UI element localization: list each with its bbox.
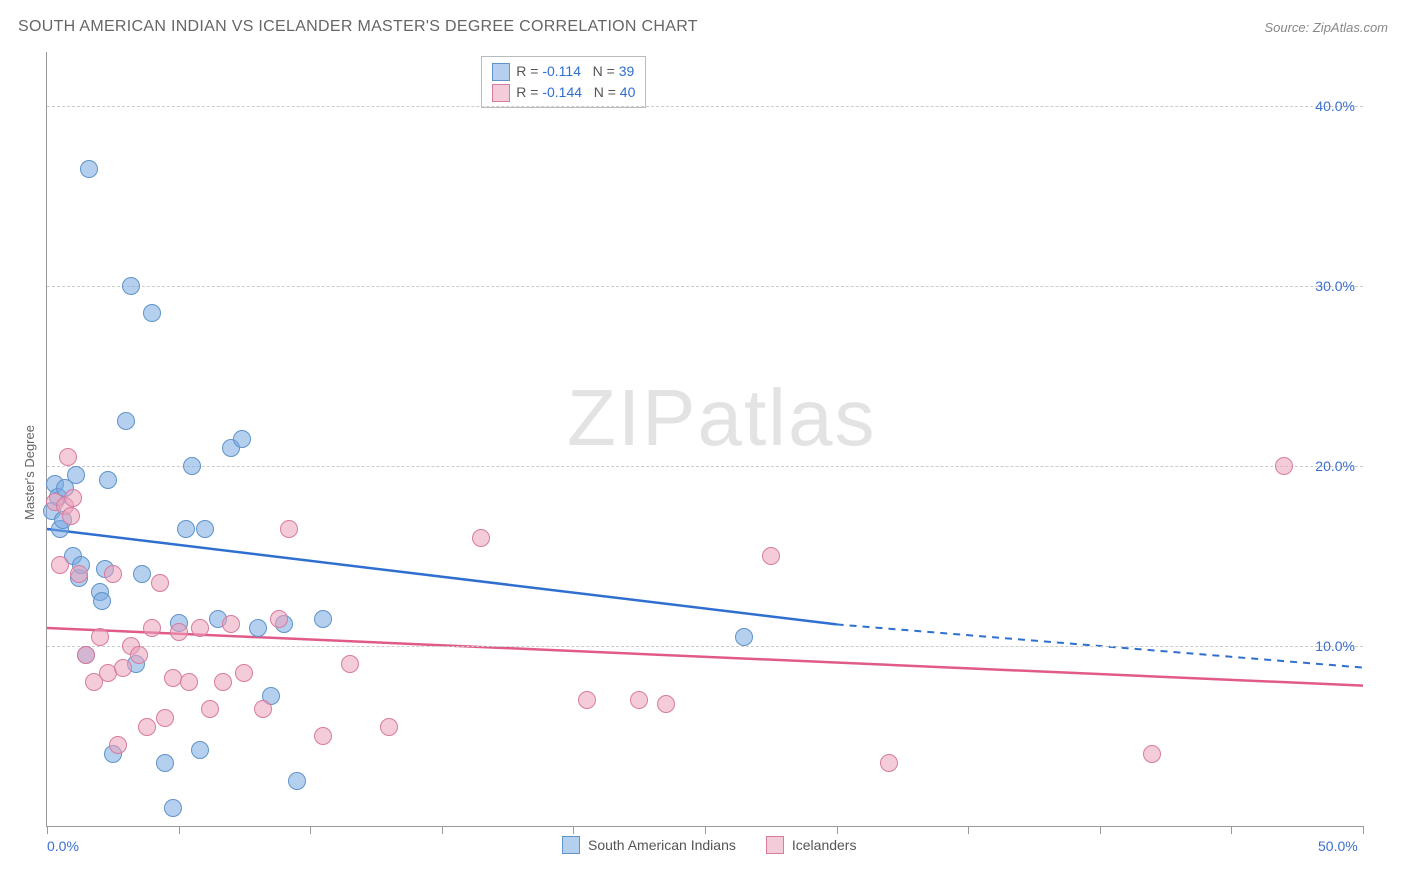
data-point-icelanders [880, 754, 898, 772]
data-point-south_american_indians [735, 628, 753, 646]
data-point-icelanders [254, 700, 272, 718]
data-point-icelanders [130, 646, 148, 664]
x-tick [968, 826, 969, 834]
data-point-icelanders [630, 691, 648, 709]
data-point-icelanders [104, 565, 122, 583]
stats-row-icelanders: R = -0.144 N = 40 [492, 82, 635, 103]
data-point-icelanders [64, 489, 82, 507]
data-point-south_american_indians [164, 799, 182, 817]
y-gridline [47, 286, 1363, 287]
data-point-south_american_indians [314, 610, 332, 628]
data-point-icelanders [214, 673, 232, 691]
data-point-icelanders [180, 673, 198, 691]
data-point-icelanders [70, 565, 88, 583]
y-tick-label: 30.0% [1315, 278, 1355, 294]
data-point-icelanders [191, 619, 209, 637]
y-gridline [47, 466, 1363, 467]
data-point-south_american_indians [191, 741, 209, 759]
data-point-south_american_indians [183, 457, 201, 475]
data-point-south_american_indians [80, 160, 98, 178]
data-point-icelanders [170, 623, 188, 641]
legend-swatch [492, 84, 510, 102]
data-point-south_american_indians [233, 430, 251, 448]
data-point-icelanders [91, 628, 109, 646]
x-tick [705, 826, 706, 834]
data-point-icelanders [59, 448, 77, 466]
data-point-icelanders [138, 718, 156, 736]
data-point-icelanders [151, 574, 169, 592]
stats-text: R = -0.114 N = 39 [516, 61, 634, 82]
y-axis-label: Master's Degree [22, 425, 37, 520]
data-point-icelanders [270, 610, 288, 628]
watermark: ZIPatlas [567, 372, 876, 464]
legend-swatch [766, 836, 784, 854]
x-tick [442, 826, 443, 834]
data-point-icelanders [314, 727, 332, 745]
x-tick [1363, 826, 1364, 834]
x-tick [837, 826, 838, 834]
stats-text: R = -0.144 N = 40 [516, 82, 635, 103]
data-point-icelanders [62, 507, 80, 525]
legend-swatch [492, 63, 510, 81]
data-point-icelanders [1143, 745, 1161, 763]
data-point-icelanders [1275, 457, 1293, 475]
legend-label: South American Indians [588, 837, 736, 853]
data-point-south_american_indians [288, 772, 306, 790]
data-point-icelanders [114, 659, 132, 677]
x-tick [1231, 826, 1232, 834]
watermark-part1: ZIP [567, 373, 697, 462]
legend-item-south_american_indians: South American Indians [562, 836, 736, 854]
data-point-icelanders [341, 655, 359, 673]
y-tick-label: 20.0% [1315, 458, 1355, 474]
data-point-south_american_indians [99, 471, 117, 489]
data-point-south_american_indians [117, 412, 135, 430]
data-point-icelanders [657, 695, 675, 713]
bottom-legend: South American Indians Icelanders [562, 836, 856, 854]
data-point-icelanders [235, 664, 253, 682]
data-point-south_american_indians [249, 619, 267, 637]
legend-label: Icelanders [792, 837, 857, 853]
x-tick [47, 826, 48, 834]
data-point-icelanders [280, 520, 298, 538]
x-tick [179, 826, 180, 834]
watermark-part2: atlas [697, 373, 876, 462]
chart-title: SOUTH AMERICAN INDIAN VS ICELANDER MASTE… [18, 18, 698, 36]
data-point-icelanders [762, 547, 780, 565]
source-label: Source: ZipAtlas.com [1264, 20, 1388, 35]
x-tick [310, 826, 311, 834]
data-point-icelanders [380, 718, 398, 736]
data-point-south_american_indians [67, 466, 85, 484]
data-point-south_american_indians [122, 277, 140, 295]
legend-swatch [562, 836, 580, 854]
data-point-icelanders [472, 529, 490, 547]
plot-area: ZIPatlas R = -0.114 N = 39R = -0.144 N =… [46, 52, 1363, 827]
data-point-south_american_indians [143, 304, 161, 322]
data-point-icelanders [222, 615, 240, 633]
data-point-south_american_indians [133, 565, 151, 583]
data-point-icelanders [77, 646, 95, 664]
data-point-icelanders [109, 736, 127, 754]
data-point-icelanders [578, 691, 596, 709]
y-tick-label: 40.0% [1315, 98, 1355, 114]
x-tick [1100, 826, 1101, 834]
stats-row-south_american_indians: R = -0.114 N = 39 [492, 61, 635, 82]
data-point-icelanders [51, 556, 69, 574]
y-gridline [47, 646, 1363, 647]
stats-box: R = -0.114 N = 39R = -0.144 N = 40 [481, 56, 646, 108]
y-tick-label: 10.0% [1315, 638, 1355, 654]
data-point-south_american_indians [177, 520, 195, 538]
data-point-icelanders [201, 700, 219, 718]
title-bar: SOUTH AMERICAN INDIAN VS ICELANDER MASTE… [18, 18, 1388, 36]
data-point-icelanders [156, 709, 174, 727]
data-point-south_american_indians [196, 520, 214, 538]
data-point-south_american_indians [93, 592, 111, 610]
y-gridline [47, 106, 1363, 107]
x-tick-label: 0.0% [47, 838, 79, 854]
x-tick-label: 50.0% [1318, 838, 1358, 854]
legend-item-icelanders: Icelanders [766, 836, 857, 854]
data-point-south_american_indians [156, 754, 174, 772]
x-tick [573, 826, 574, 834]
data-point-icelanders [143, 619, 161, 637]
